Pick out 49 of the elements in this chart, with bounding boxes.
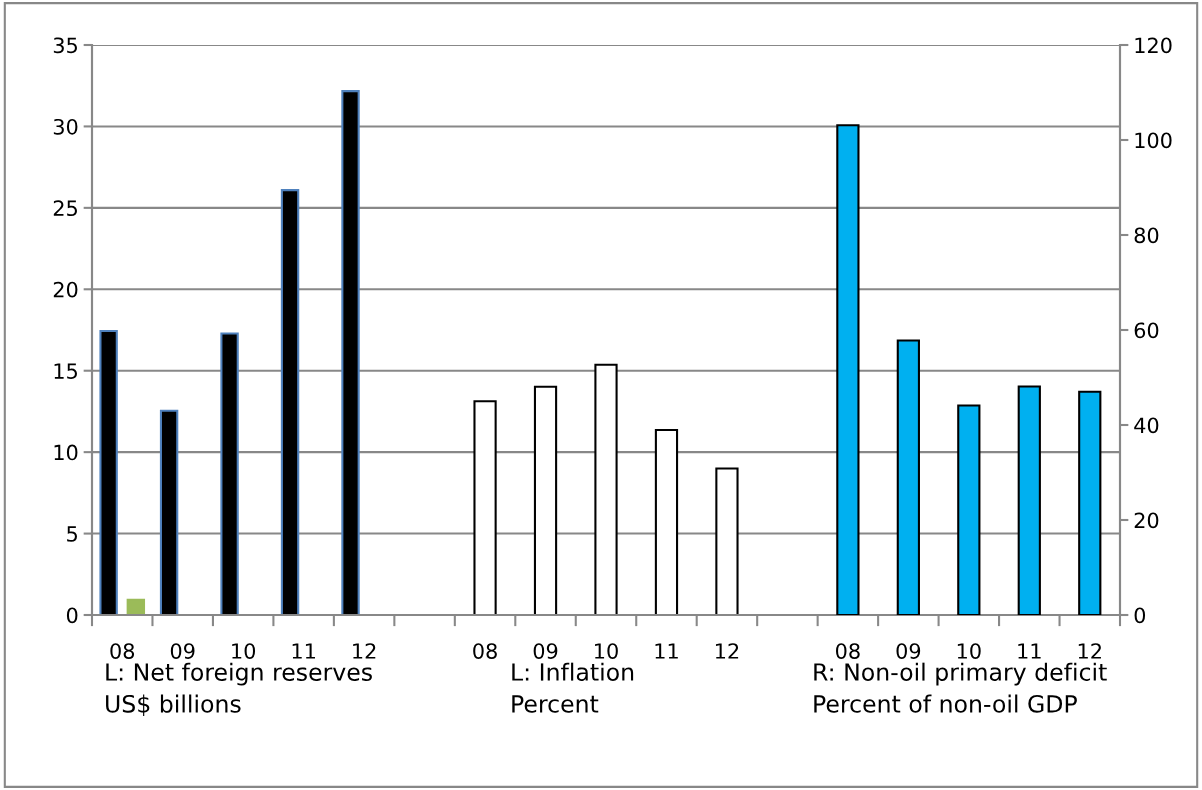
x-tick-label: 11: [1018, 643, 1041, 659]
y-tick-label: 15: [54, 363, 77, 379]
bar: [654, 428, 679, 615]
y-tick-label: 10: [54, 444, 78, 461]
bar: [594, 363, 618, 615]
bar: [126, 598, 146, 615]
text: R: Non-oil primary deficit Percent of non-oil GDP: [814, 662, 1107, 713]
bar: [280, 189, 300, 615]
bar: [1017, 385, 1041, 615]
x-tick-label: 10: [232, 643, 256, 659]
bar: [341, 90, 360, 615]
x-tick-label: 08: [110, 643, 135, 659]
y-tick-label: 0: [66, 607, 78, 624]
x-tick-label: 09: [170, 643, 195, 659]
x-tick-label: 12: [715, 643, 739, 659]
y-tick-label: 30: [53, 118, 78, 135]
bar: [473, 400, 497, 615]
x-tick-label: 10: [595, 643, 618, 659]
bar: [220, 332, 239, 615]
y2-tick-label: 40: [1134, 417, 1159, 434]
x-tick-label: 09: [533, 643, 558, 659]
y2-tick-label: 100: [1135, 132, 1172, 149]
y-tick-label: 25: [53, 200, 77, 217]
bar: [159, 409, 179, 615]
bar: [1078, 390, 1102, 615]
text: L: Inflation Percent: [512, 662, 634, 713]
y2-tick-label: 80: [1134, 227, 1159, 244]
bar: [533, 385, 558, 615]
x-tick-label: 08: [473, 643, 497, 659]
y2-tick-label: 60: [1134, 322, 1159, 339]
x-tick-label: 11: [292, 643, 315, 659]
y-tick-label: 20: [53, 281, 78, 298]
x-tick-label: 12: [353, 643, 376, 659]
bar: [715, 467, 739, 615]
bar: [836, 124, 860, 615]
y-tick-label: 5: [67, 526, 77, 542]
x-tick-label: 11: [655, 643, 678, 659]
bar: [896, 339, 920, 615]
x-tick-label: 10: [957, 643, 981, 659]
y2-tick-label: 120: [1135, 37, 1172, 54]
x-tick-label: 12: [1078, 643, 1101, 659]
text: L: Net foreign reserves US$ billions: [106, 662, 372, 716]
x-tick-label: 08: [836, 643, 860, 659]
bar: [957, 404, 981, 615]
y-tick-label: 35: [53, 37, 77, 54]
y2-tick-label: 0: [1134, 607, 1146, 624]
y2-tick-label: 20: [1134, 512, 1159, 529]
bar: [99, 329, 118, 615]
x-tick-label: 09: [896, 643, 921, 659]
